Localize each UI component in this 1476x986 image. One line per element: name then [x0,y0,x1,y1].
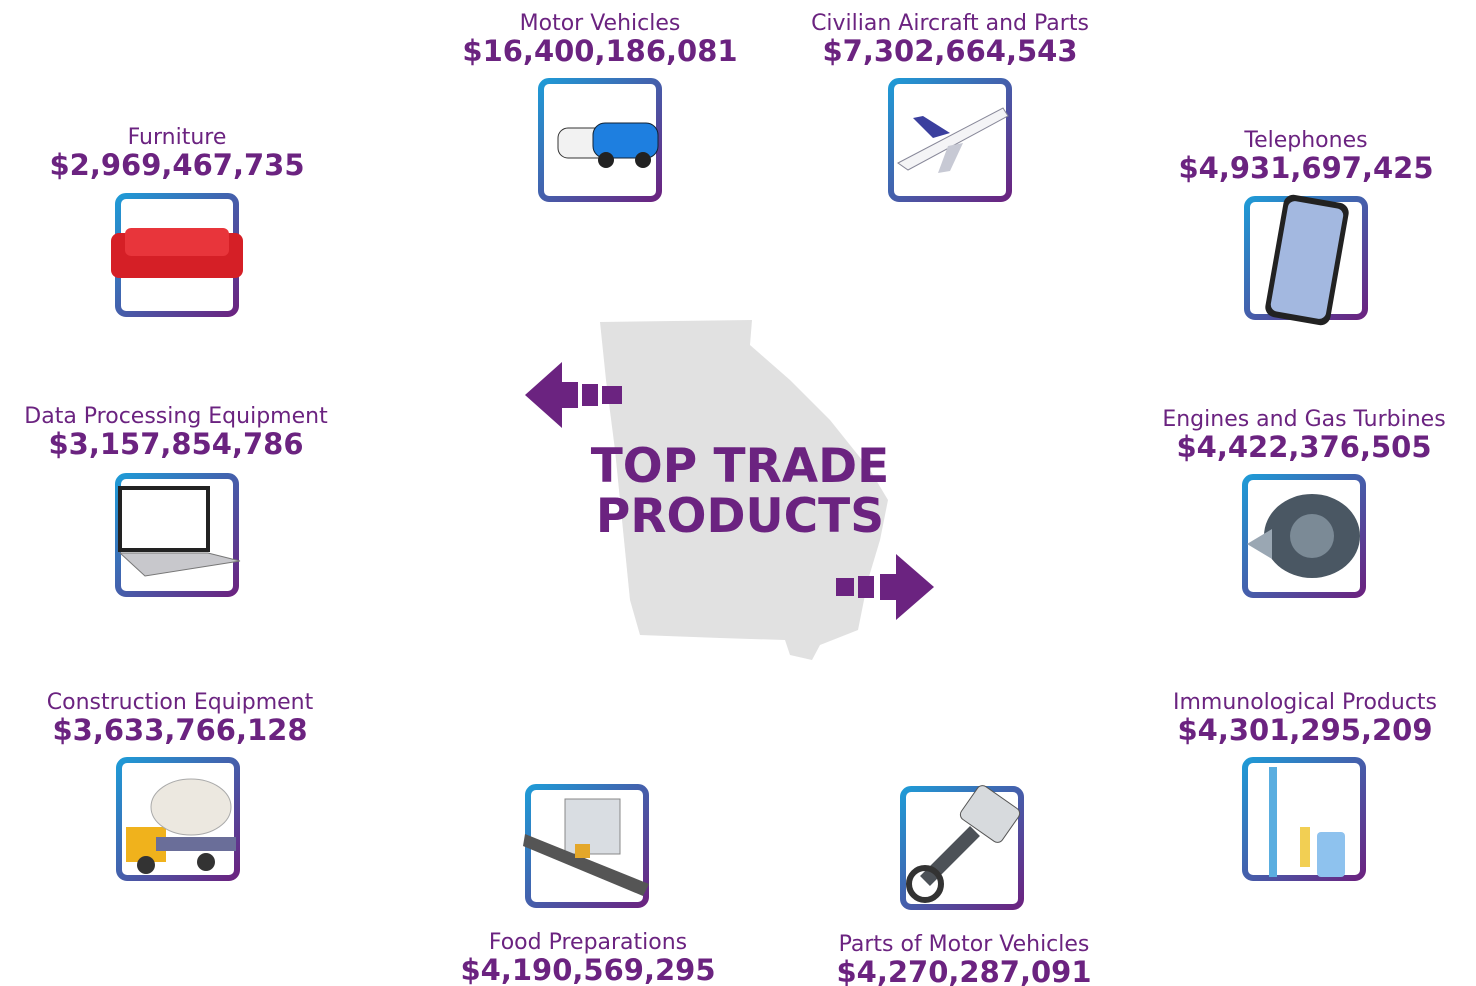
title-line: PRODUCTS [596,489,884,544]
icon-shape [938,143,963,173]
icon-shape [197,853,215,871]
arrow-left [525,362,622,428]
icon-shape [906,865,944,903]
product-label: Engines and Gas Turbines [1162,407,1445,432]
icon-shape [1317,832,1345,877]
icon-shape [959,785,1021,843]
product-icon [1242,757,1366,881]
icon-shape [1300,827,1310,867]
product-icon [116,757,240,881]
title-line: TOP TRADE [591,439,890,494]
product-label: Parts of Motor Vehicles [839,932,1090,957]
icon-shape [564,798,621,855]
product-value: $16,400,186,081 [462,34,737,68]
icon-shape [598,152,614,168]
icon-shape [137,856,155,874]
product-value: $4,301,295,209 [1177,713,1432,747]
icon-shape [1269,767,1277,877]
product-label: Data Processing Equipment [24,404,328,429]
icon-shape [125,228,229,256]
icon-shape [897,107,1009,171]
icon-shape [1270,201,1344,319]
product-label: Construction Equipment [47,690,314,715]
icon-shape [150,778,232,836]
icon-shape [635,152,651,168]
product-value: $4,931,697,425 [1178,151,1433,185]
icon-shape [118,552,241,577]
product-label: Telephones [1243,128,1367,153]
product-value: $4,270,287,091 [836,955,1091,986]
product-icon [1244,194,1368,326]
icon-shape [118,486,210,552]
state-map [600,320,888,660]
product-icon [888,78,1012,202]
icon-shape [575,844,590,858]
product-icon [1242,474,1366,598]
product-icon [111,193,243,317]
product-label: Motor Vehicles [520,11,681,36]
product-icon [115,473,241,597]
icon-shape [1290,514,1334,558]
product-label: Civilian Aircraft and Parts [811,11,1089,36]
product-value: $4,190,569,295 [460,953,715,986]
product-icon [523,784,649,908]
product-icon [538,78,662,202]
product-label: Furniture [128,125,227,150]
product-value: $7,302,664,543 [822,34,1077,68]
product-icon [900,785,1024,910]
product-value: $3,633,766,128 [52,713,307,747]
product-label: Immunological Products [1173,690,1437,715]
icon-shape [156,837,236,851]
icon-shape [592,122,659,159]
product-label: Food Preparations [489,930,687,955]
icon-shape [1247,529,1272,559]
product-value: $2,969,467,735 [49,148,304,182]
product-value: $3,157,854,786 [48,427,303,461]
icon-shape [913,116,950,138]
arrow-right [836,554,934,620]
icon-shape [523,834,649,896]
product-value: $4,422,376,505 [1176,430,1431,464]
